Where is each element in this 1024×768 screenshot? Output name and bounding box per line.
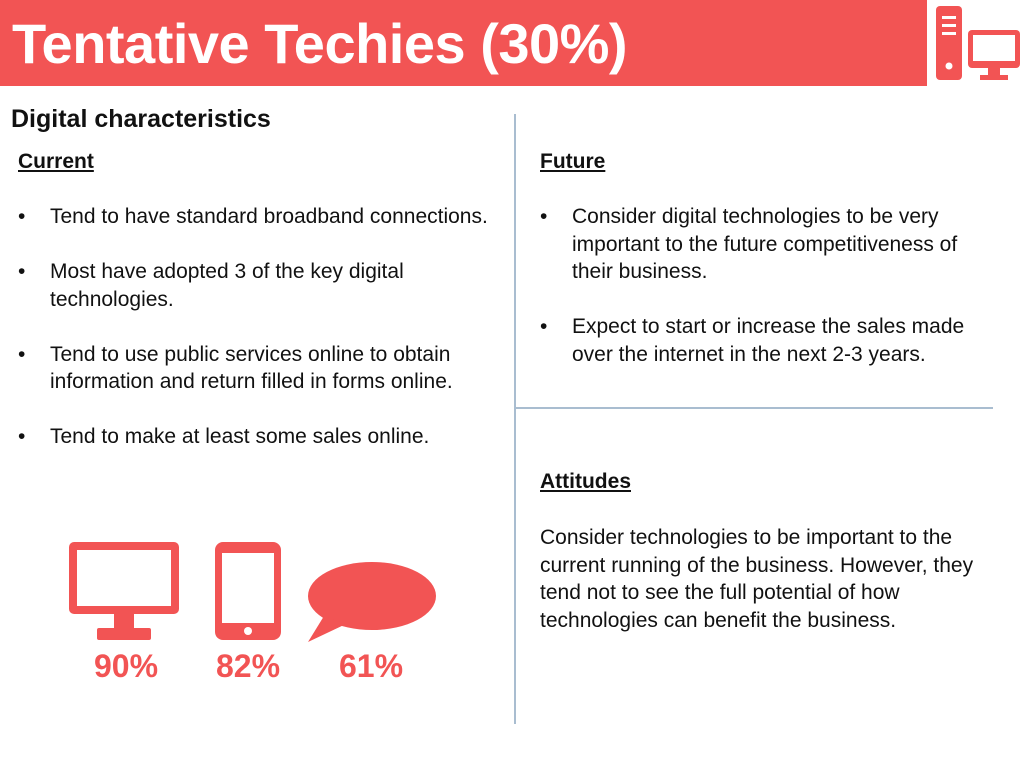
- list-item: Tend to have standard broadband connecti…: [18, 203, 498, 231]
- speech-bubble-icon: [308, 562, 436, 642]
- future-list: Consider digital technologies to be very…: [540, 203, 1000, 396]
- desktop-stat: 90%: [94, 648, 159, 684]
- vertical-divider: [514, 114, 516, 724]
- list-item: Tend to use public services online to ob…: [18, 341, 498, 396]
- current-heading: Current: [18, 150, 94, 173]
- desktop-computer-icon: [936, 6, 1020, 80]
- page-title: Tentative Techies (30%): [12, 12, 628, 75]
- tablet-icon: [215, 542, 281, 640]
- tablet-stat: 82%: [216, 648, 281, 684]
- list-item: Consider digital technologies to be very…: [540, 203, 1000, 286]
- list-item: Expect to start or increase the sales ma…: [540, 313, 1000, 368]
- attitudes-heading: Attitudes: [540, 470, 631, 493]
- current-list: Tend to have standard broadband connecti…: [18, 203, 498, 478]
- desktop-monitor-icon: [69, 542, 179, 640]
- list-item: Most have adopted 3 of the key digital t…: [18, 258, 498, 313]
- horizontal-divider: [516, 407, 993, 409]
- section-heading: Digital characteristics: [11, 105, 271, 133]
- future-heading: Future: [540, 150, 606, 173]
- title-bar: Tentative Techies (30%): [0, 0, 927, 86]
- speech-stat: 61%: [339, 648, 404, 684]
- list-item: Tend to make at least some sales online.: [18, 423, 498, 451]
- attitudes-text: Consider technologies to be important to…: [540, 526, 974, 632]
